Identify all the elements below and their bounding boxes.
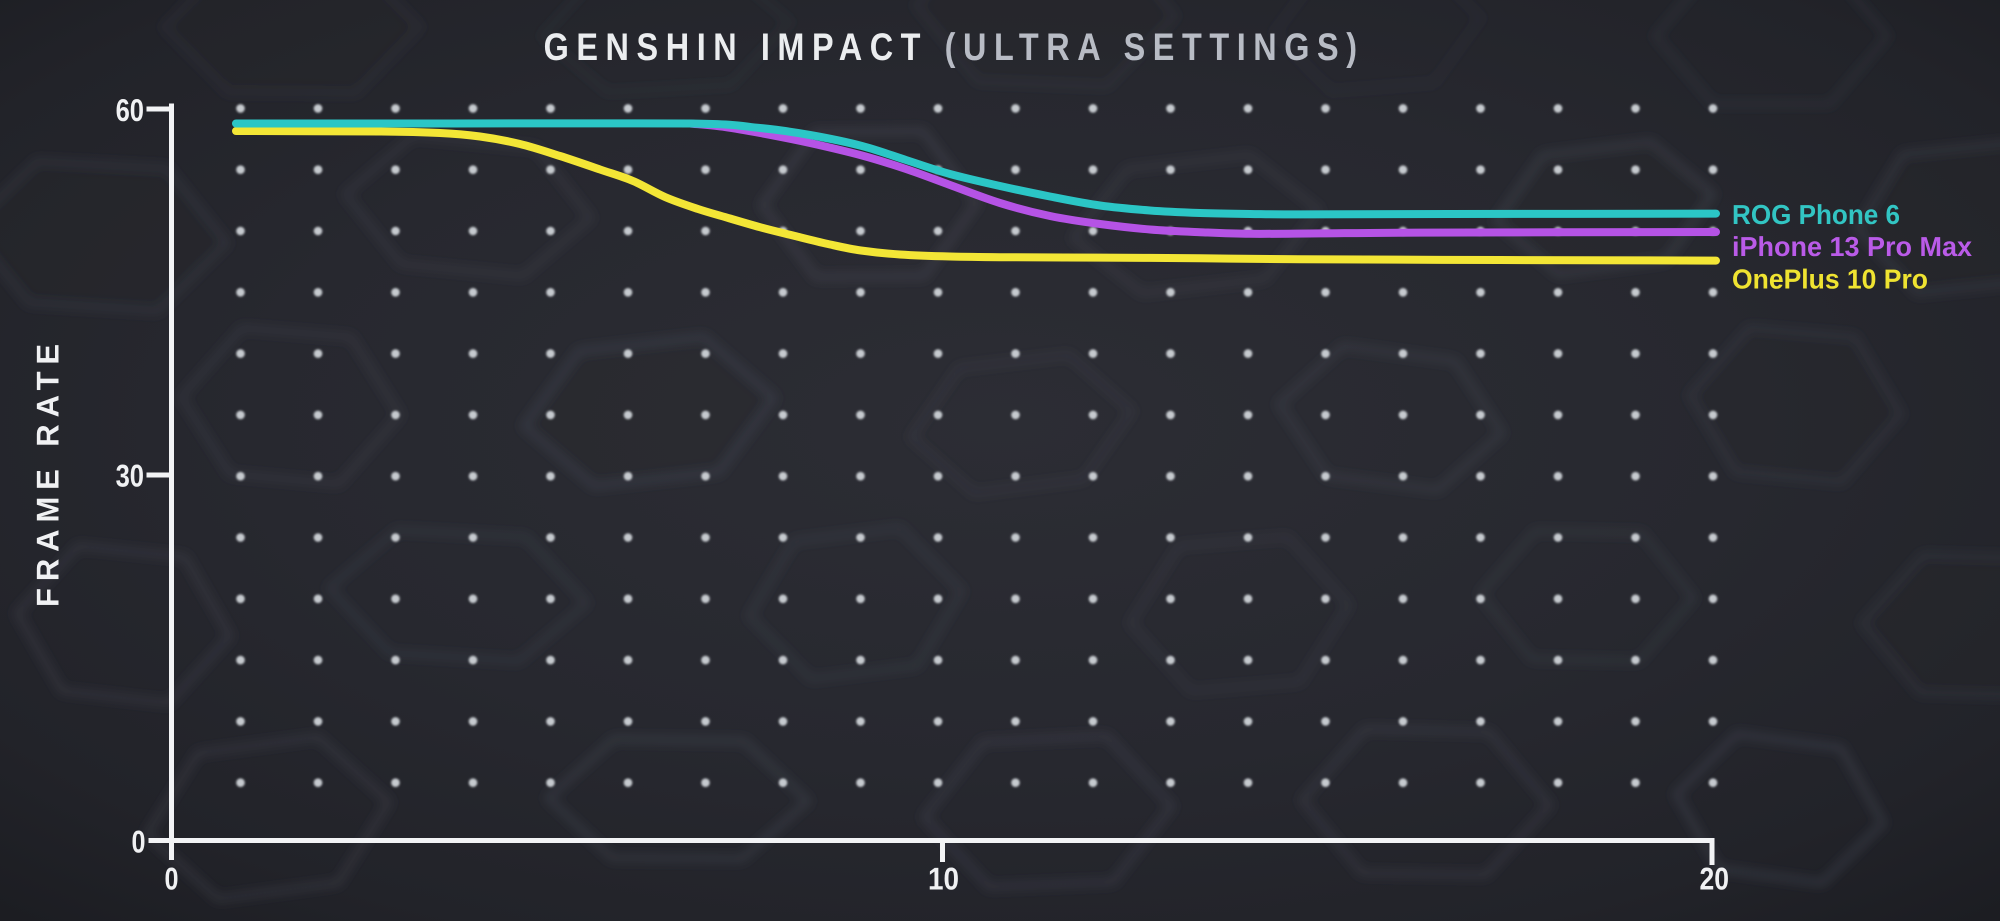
svg-text:0: 0 <box>132 824 146 860</box>
svg-text:0: 0 <box>165 861 179 897</box>
svg-text:ROG Phone 6: ROG Phone 6 <box>1732 199 1900 230</box>
svg-text:FRAME RATE: FRAME RATE <box>30 337 66 607</box>
svg-text:10: 10 <box>928 861 959 897</box>
svg-text:20: 20 <box>1700 861 1730 897</box>
svg-text:GENSHIN IMPACT (ULTRA SETTINGS: GENSHIN IMPACT (ULTRA SETTINGS) <box>544 26 1365 69</box>
svg-text:OnePlus 10 Pro: OnePlus 10 Pro <box>1732 264 1928 295</box>
svg-text:iPhone 13 Pro Max: iPhone 13 Pro Max <box>1732 231 1973 262</box>
svg-text:60: 60 <box>116 92 144 128</box>
svg-text:30: 30 <box>116 458 144 494</box>
